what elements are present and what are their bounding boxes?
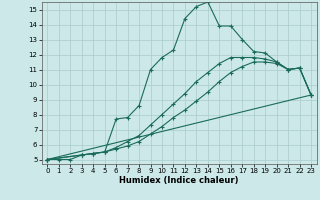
X-axis label: Humidex (Indice chaleur): Humidex (Indice chaleur) [119,176,239,185]
